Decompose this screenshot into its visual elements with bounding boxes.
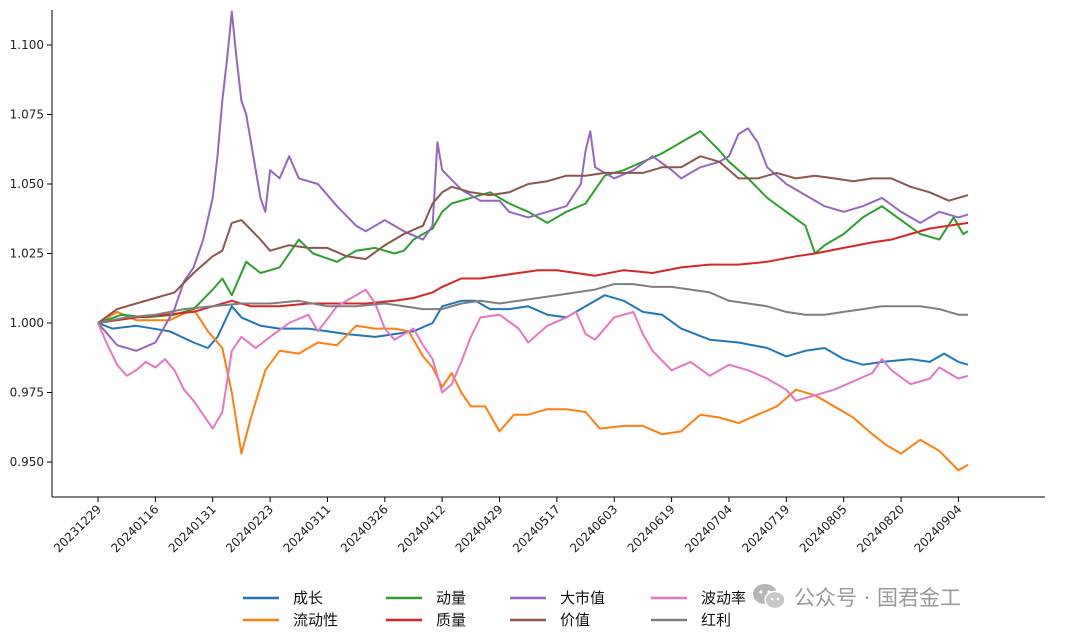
y-tick-label: 1.075	[10, 108, 44, 122]
legend-label: 质量	[436, 611, 466, 629]
legend-item: 波动率	[651, 589, 746, 607]
series-line	[97, 10, 969, 352]
series-line	[97, 308, 969, 472]
y-tick-label: 0.975	[10, 386, 44, 400]
x-tick-label: 20240412	[395, 502, 448, 555]
x-tick-label: 20240704	[682, 502, 735, 555]
legend-item: 流动性	[243, 611, 338, 629]
series-line	[97, 130, 969, 324]
x-tick-label: 20240619	[625, 502, 678, 555]
x-tick-label: 20240805	[797, 502, 850, 555]
chart-plot-area	[97, 10, 969, 472]
legend-label: 动量	[436, 589, 466, 607]
series-line	[97, 155, 969, 324]
x-tick-label: 20240223	[223, 502, 276, 555]
legend-label: 流动性	[293, 611, 338, 629]
legend-item: 大市值	[510, 589, 605, 607]
x-tick-label: 20240517	[510, 502, 563, 555]
x-tick-label: 20240311	[280, 502, 333, 555]
legend-item: 质量	[386, 611, 466, 629]
y-tick-label: 1.100	[10, 38, 44, 52]
legend-item: 动量	[386, 589, 466, 607]
series-line	[97, 221, 969, 324]
y-tick-label: 0.950	[10, 455, 44, 469]
y-tick-label: 1.025	[10, 247, 44, 261]
watermark-text: 公众号 · 国君金工	[794, 586, 962, 610]
legend-label: 红利	[701, 611, 731, 629]
x-tick-label: 20240131	[166, 502, 219, 555]
legend-item: 成长	[243, 589, 323, 607]
legend-label: 大市值	[560, 589, 605, 607]
x-tick-label: 20240326	[338, 502, 391, 555]
x-tick-label: 20240429	[453, 502, 506, 555]
series-line	[97, 288, 969, 430]
x-tick-label: 20240719	[739, 502, 792, 555]
y-tick-label: 1.050	[10, 177, 44, 191]
watermark: 公众号 · 国君金工	[752, 582, 961, 612]
x-tick-label: 20240116	[108, 502, 161, 555]
legend-label: 价值	[560, 611, 590, 629]
x-tick-label: 20231229	[51, 502, 104, 555]
legend-item: 红利	[651, 611, 731, 629]
x-tick-label: 20240820	[854, 502, 907, 555]
y-tick-label: 1.000	[10, 316, 44, 330]
wechat-icon	[753, 584, 786, 610]
chart-axes: 0.950 0.975 1.000 1.025 1.050 1.075 1.100 20231…	[10, 10, 1045, 555]
series-line	[97, 283, 968, 324]
legend-label: 成长	[293, 589, 323, 607]
x-tick-label: 20240904	[911, 502, 964, 555]
legend-label: 波动率	[701, 589, 746, 607]
series-line	[97, 294, 969, 366]
x-tick-label: 20240603	[567, 502, 620, 555]
legend-item: 价值	[510, 611, 590, 629]
